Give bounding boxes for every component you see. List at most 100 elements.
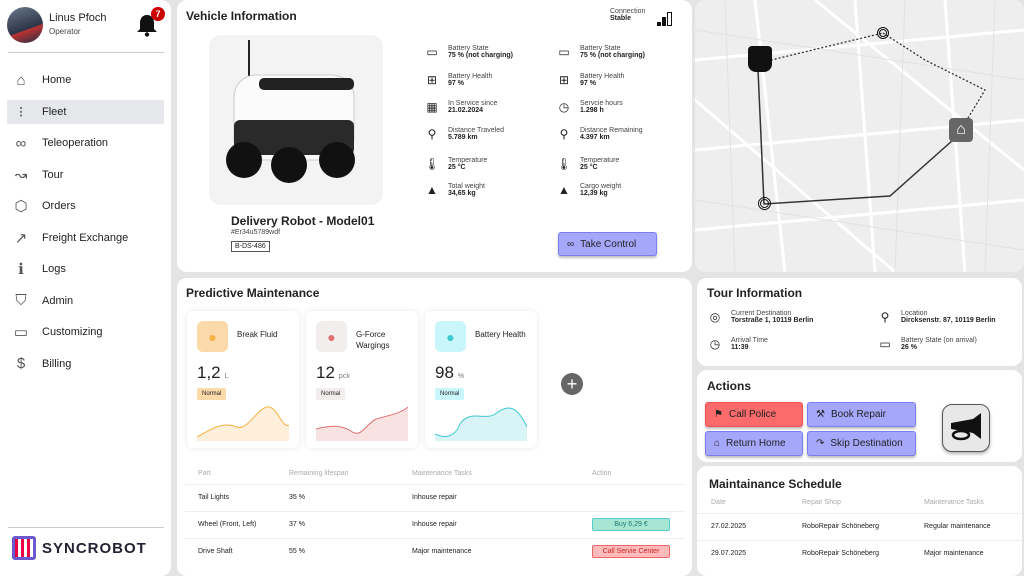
metric-value: 12 pck [316, 363, 350, 383]
sidebar-item-orders[interactable]: ⬡ Orders [7, 194, 164, 218]
metric-icon: ● [316, 321, 347, 352]
remaining-lifespan: 35 % [289, 483, 412, 511]
panel-title: Vehicle Information [186, 9, 297, 23]
call-police-button[interactable]: ⚑ Call Police [705, 402, 803, 427]
book-repair-button[interactable]: ⚒ Book Repair [807, 402, 916, 427]
metric-card[interactable]: ● G-Force Wargings 12 pck Normal [306, 311, 418, 448]
license-plate: B-DS-486 [231, 241, 270, 252]
call-service-center-button[interactable]: Call Servie Center [592, 545, 670, 559]
maintenance-task: Inhouse repair [412, 510, 592, 538]
sidebar-item-customizing[interactable]: ▭ Customizing [7, 320, 164, 344]
sidebar: Linus Pfoch Operator 7 ⌂ Home ⁝ Fleet ∞ Teleo… [0, 0, 171, 576]
panel-title: Predictive Maintenance [186, 286, 320, 300]
stat-label: Temperature [580, 157, 620, 164]
stat-distance-remaining: ⚲ Distance Remaining 4.397 km [556, 127, 643, 141]
stat-value: 97 % [580, 80, 596, 87]
sidebar-item-label: Admin [42, 294, 74, 307]
table-row: Drive Shaft 55 % Major maintenance Call Ser… [185, 537, 685, 565]
info-icon: ℹ [18, 261, 24, 278]
take-control-button[interactable]: ∞ Take Control [558, 232, 657, 256]
table-header: Part Remaining lifespan Maintenance Task… [185, 464, 685, 484]
metric-number: 1,2 [197, 363, 221, 382]
battery-value: 26 % [901, 344, 917, 351]
sidebar-item-tour[interactable]: ↝ Tour [7, 163, 164, 187]
horn-button[interactable] [942, 404, 990, 452]
sidebar-item-fleet[interactable]: ⁝ Fleet [7, 99, 164, 124]
sidebar-item-billing[interactable]: $ Billing [7, 352, 164, 376]
skip-destination-button[interactable]: ↷ Skip Destination [807, 431, 916, 456]
schedule-date: 29.07.2025 [697, 539, 802, 567]
stat-value: 34,65 kg [448, 190, 476, 197]
stat-value: 25 °C [580, 164, 598, 171]
stat-value: 75 % (not charging) [448, 52, 513, 59]
return-home-button[interactable]: ⌂ Return Home [705, 431, 803, 456]
status-badge: Normal [316, 388, 346, 400]
metric-card[interactable]: ● Break Fluid 1,2 L Normal [187, 311, 299, 448]
home-marker-icon[interactable]: ⌂ [949, 118, 973, 142]
sidebar-item-admin[interactable]: ⛉ Admin [7, 289, 164, 313]
stat-label: Servcie hours [580, 100, 623, 107]
stat-distance-traveled: ⚲ Distance Traveled 5.789 km [424, 127, 504, 141]
stat-total-weight: ▲ Total weight 34,65 kg [424, 183, 485, 197]
add-widget-button[interactable]: + [561, 373, 583, 395]
stat-label: Temperature [448, 157, 488, 164]
map-view[interactable]: ⌂ [695, 0, 1024, 272]
sidebar-item-freight-exchange[interactable]: ↗ Freight Exchange [7, 226, 164, 250]
location-pin-icon: ⚲ [880, 310, 890, 324]
stat-value: 21.02.2024 [448, 107, 484, 114]
metric-value: 98% [435, 363, 464, 383]
stat-label: Cargo weight [580, 183, 622, 190]
desktop-icon: ▭ [13, 324, 29, 341]
sidebar-item-home[interactable]: ⌂ Home [7, 68, 164, 92]
sidebar-item-label: Freight Exchange [42, 231, 129, 244]
connection-value: Stable [610, 15, 632, 22]
sidebar-item-logs[interactable]: ℹ Logs [7, 257, 164, 281]
clock-icon: ◷ [558, 100, 570, 114]
metric-card[interactable]: ● Battery Health 98% Normal [425, 311, 537, 448]
stat-cargo-weight: ▲ Cargo weight 12,39 kg [556, 183, 621, 197]
stat-battery-health: ⊞ Battery Health 97 % [556, 73, 624, 87]
stat-label: Total weight [448, 183, 485, 190]
metric-sparkline [197, 406, 289, 441]
metric-number: 98 [435, 363, 454, 382]
stat-label: Battery Health [580, 73, 625, 80]
status-badge: Normal [197, 388, 227, 400]
divider [8, 52, 164, 53]
distance-icon: ⚲ [559, 127, 569, 141]
robot-marker-icon[interactable] [748, 46, 772, 72]
sidebar-item-label: Teleoperation [42, 137, 109, 149]
schedule-table: Date Repair Shop Maintenance Tasks 27.02… [697, 493, 1022, 567]
battery-icon: ▭ [558, 45, 570, 59]
binoculars-icon: ∞ [567, 238, 575, 250]
return-home-label: Return Home [726, 438, 786, 449]
metric-unit: % [457, 373, 465, 380]
battery-label: Battery State (on arrival) [901, 337, 977, 344]
robot-image [209, 35, 383, 205]
schedule-date: 27.02.2025 [697, 512, 802, 540]
sidebar-item-label: Home [42, 74, 72, 86]
binoculars-icon: ∞ [15, 134, 27, 152]
waypoint-marker-icon[interactable] [758, 197, 771, 210]
metric-number: 12 [316, 363, 335, 382]
stat-battery-state: ▭ Battery State 75 % (not charging) [556, 45, 645, 59]
stat-value: 4.397 km [580, 134, 610, 141]
status-badge: Normal [435, 388, 465, 400]
sidebar-item-teleoperation[interactable]: ∞ Teleoperation [7, 131, 164, 155]
avatar[interactable] [7, 7, 43, 43]
table-row: 29.07.2025 RoboRepair Schöneberg Major mai… [697, 539, 1022, 567]
panel-title: Maintainance Schedule [709, 477, 842, 491]
dollar-icon: $ [16, 355, 26, 372]
bell-icon[interactable] [136, 13, 158, 37]
brand-logo: SYNCROBOT [12, 536, 147, 560]
arrival-label: Arrival Time [731, 337, 768, 344]
column-header: Action [592, 470, 612, 478]
destination-marker-icon[interactable] [877, 27, 889, 39]
remaining-lifespan: 55 % [289, 537, 412, 565]
stat-in-service-since: ▦ In Service since 21.02.2024 [424, 100, 497, 114]
buy-part-button[interactable]: Buy 6,29 € [592, 518, 670, 531]
metric-unit: pck [338, 373, 350, 380]
stat-temperature: 🌡 Temperature 25 °C [424, 157, 487, 171]
skip-destination-label: Skip Destination [830, 438, 903, 449]
stat-label: Battery State [448, 45, 489, 52]
sidebar-item-label: Customizing [42, 326, 103, 338]
